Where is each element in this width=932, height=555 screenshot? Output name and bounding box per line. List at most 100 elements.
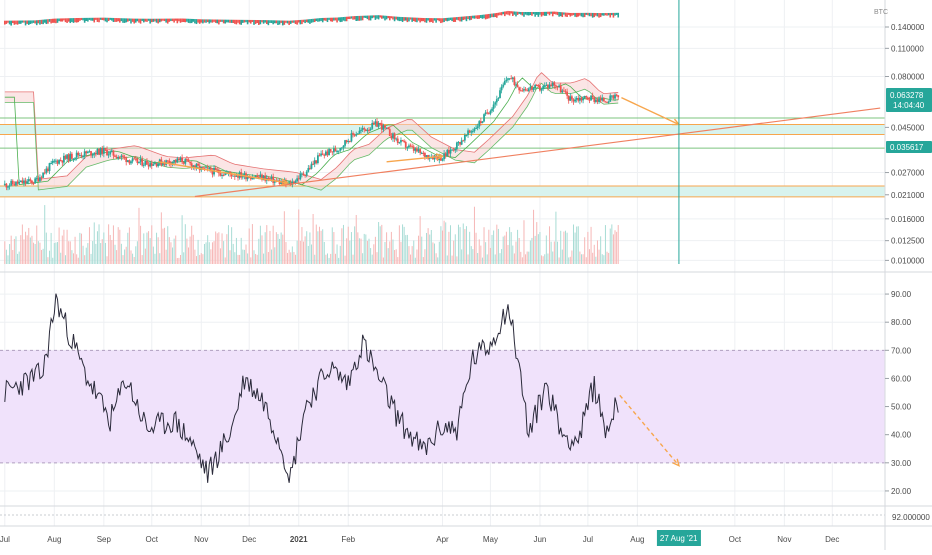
volume-bar bbox=[98, 224, 100, 264]
strip-candle bbox=[242, 19, 244, 23]
volume-bar bbox=[402, 224, 404, 264]
strip-candle bbox=[32, 20, 35, 23]
volume-bar bbox=[247, 253, 249, 264]
strip-candle bbox=[16, 20, 19, 25]
strip-candle bbox=[496, 12, 498, 18]
candle-body bbox=[519, 90, 522, 92]
volume-bar bbox=[464, 229, 466, 264]
candle-body bbox=[216, 169, 219, 171]
volume-bar bbox=[138, 207, 140, 264]
volume-bar bbox=[494, 254, 496, 264]
level-tag-value: 0.035617 bbox=[890, 143, 924, 152]
strip-candle bbox=[379, 15, 381, 18]
strip-candle bbox=[213, 19, 215, 22]
volume-bar bbox=[352, 254, 354, 264]
candle-body bbox=[11, 180, 14, 185]
strip-candle bbox=[13, 20, 16, 25]
strip-candle bbox=[281, 20, 284, 26]
strip-candle bbox=[5, 20, 8, 24]
volume-bar bbox=[261, 235, 263, 264]
volume-bar bbox=[499, 253, 501, 264]
volume-bar bbox=[37, 241, 39, 264]
candle-body bbox=[457, 141, 460, 143]
volume-bar bbox=[342, 224, 344, 264]
volume-bar bbox=[307, 245, 309, 264]
candle-body bbox=[545, 84, 548, 86]
candle-body bbox=[146, 160, 148, 165]
volume-bar bbox=[456, 256, 458, 264]
strip-candle bbox=[579, 12, 581, 16]
candle-body bbox=[476, 126, 479, 129]
volume-bar bbox=[61, 235, 63, 264]
osc-y-tick-label: 40.00 bbox=[891, 431, 912, 440]
volume-bar bbox=[465, 226, 467, 264]
price-tag-bg bbox=[886, 88, 932, 112]
volume-bar bbox=[165, 249, 167, 264]
candle-body bbox=[492, 104, 495, 109]
strip-candle bbox=[408, 17, 410, 22]
strip-candle bbox=[473, 15, 476, 19]
candle-body bbox=[163, 162, 166, 165]
strip-candle bbox=[205, 19, 207, 23]
strip-candle bbox=[438, 18, 441, 22]
candle-body bbox=[174, 159, 177, 163]
x-tick-label: Jun bbox=[533, 535, 546, 544]
strip-candle bbox=[333, 17, 335, 21]
strip-candle bbox=[417, 17, 420, 21]
price-pane[interactable] bbox=[0, 0, 885, 264]
strip-candle bbox=[267, 20, 270, 26]
candle-body bbox=[56, 160, 59, 164]
candle-body bbox=[83, 151, 86, 157]
candle-body bbox=[444, 153, 447, 156]
strip-candle bbox=[285, 20, 287, 23]
volume-bar bbox=[561, 249, 563, 264]
volume-bar bbox=[58, 227, 60, 264]
candle-body bbox=[540, 89, 543, 91]
strip-candle bbox=[154, 18, 156, 22]
volume-bar bbox=[334, 253, 336, 264]
candle-body bbox=[21, 180, 24, 184]
candle-body bbox=[428, 157, 431, 159]
strip-candle bbox=[50, 18, 52, 24]
volume-bar bbox=[566, 232, 568, 264]
volume-bar bbox=[563, 231, 565, 264]
strip-candle bbox=[134, 18, 137, 23]
volume-bar bbox=[485, 242, 487, 264]
strip-candle bbox=[53, 18, 56, 23]
volume-bar bbox=[180, 254, 182, 264]
volume-bar bbox=[291, 246, 293, 264]
volume-bar bbox=[181, 215, 183, 264]
oscillator-pane[interactable] bbox=[0, 293, 885, 483]
strip-candle bbox=[614, 12, 616, 16]
candle-body bbox=[248, 177, 251, 179]
strip-candle bbox=[358, 15, 361, 21]
volume-bar bbox=[140, 225, 142, 264]
volume-bar bbox=[264, 232, 266, 264]
strip-candle bbox=[409, 17, 412, 20]
volume-bar bbox=[10, 235, 12, 264]
candle-body bbox=[336, 151, 338, 153]
volume-bar bbox=[347, 226, 349, 264]
volume-bar bbox=[326, 253, 328, 264]
volume-bar bbox=[227, 225, 229, 264]
volume-bar bbox=[355, 214, 357, 264]
volume-bar bbox=[255, 253, 257, 264]
strip-candle bbox=[320, 18, 322, 21]
strip-candle bbox=[596, 13, 599, 17]
volume-bar bbox=[493, 230, 495, 264]
strip-candle bbox=[187, 18, 190, 23]
strip-candle bbox=[446, 17, 449, 22]
volume-bar bbox=[191, 225, 193, 264]
candle-body bbox=[230, 173, 233, 177]
candle-body bbox=[380, 123, 383, 130]
volume-bar bbox=[617, 225, 619, 264]
volume-bar bbox=[608, 252, 610, 264]
candle-body bbox=[102, 148, 105, 154]
strip-candle bbox=[288, 20, 290, 26]
volume-bar bbox=[470, 246, 472, 264]
strip-candle bbox=[387, 15, 389, 19]
strip-candle bbox=[299, 19, 302, 25]
candle-body bbox=[136, 158, 139, 164]
strip-candle bbox=[301, 19, 303, 25]
